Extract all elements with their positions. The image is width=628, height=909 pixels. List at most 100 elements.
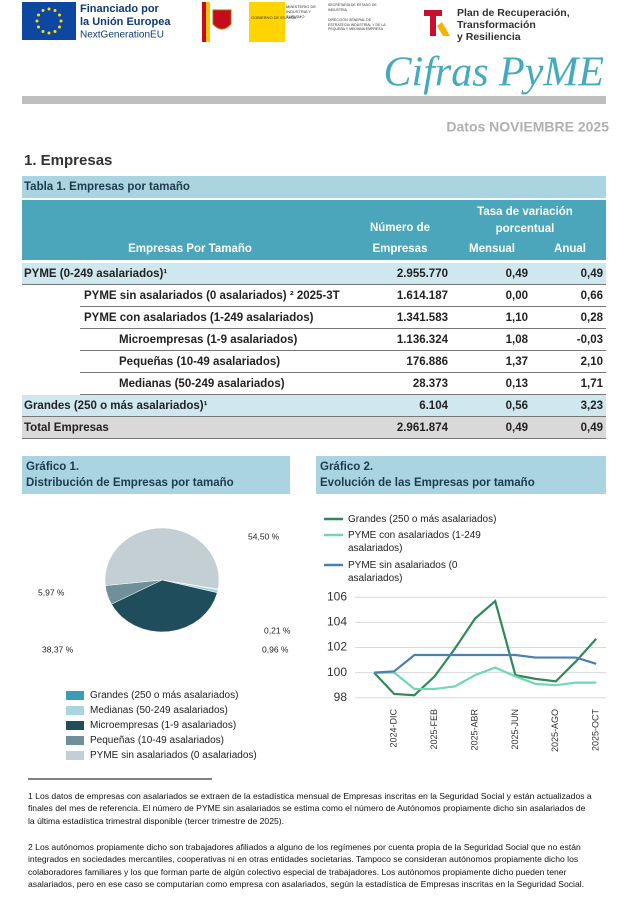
cell-monthly: 0,49 xyxy=(505,422,528,434)
plan-text: y Resiliencia xyxy=(457,31,521,43)
cell-number: 28.373 xyxy=(412,378,448,390)
series-line xyxy=(374,666,597,691)
plan-text: Transformación xyxy=(457,19,536,31)
y-tick-label: 104 xyxy=(327,615,347,629)
row-label: Microempresas (1-9 asalariados) xyxy=(119,334,298,346)
legend-label: Pequeñas (10-49 asalariados) xyxy=(90,735,224,746)
cell-monthly: 1,37 xyxy=(505,356,528,368)
pie-value-label: 54,50 % xyxy=(248,531,280,541)
cell-monthly: 1,10 xyxy=(505,312,528,324)
pie-slice xyxy=(104,527,220,590)
row-rule xyxy=(80,394,606,395)
legend-swatch xyxy=(66,691,84,700)
eu-text: NextGenerationEU xyxy=(80,30,164,41)
pie-slice xyxy=(111,579,218,633)
doc-date: Datos NOVIEMBRE 2025 xyxy=(446,119,609,135)
row-label: Grandes (250 o más asalariados)¹ xyxy=(24,400,208,412)
chart-label: Gráfico 2. xyxy=(320,461,374,473)
legend-label: Medianas (50-249 asalariados) xyxy=(90,705,228,716)
section-title: 1. Empresas xyxy=(24,152,112,169)
table-title: Tabla 1. Empresas por tamaño xyxy=(22,176,606,198)
gov-stripe xyxy=(206,2,210,42)
gov-secretary-wrap: SECRETARÍA DE ESTADO DE INDUSTRIA DIRECC… xyxy=(328,3,386,31)
chart-title: Evolución de las Empresas por tamaño xyxy=(320,477,535,489)
footnote: 1 Los datos de empresas con asalariados … xyxy=(28,791,592,826)
row-rule xyxy=(22,416,606,417)
gov-ministry-wrap: MINISTERIO DE INDUSTRIA Y TURISMO xyxy=(286,4,316,19)
chart-label: Gráfico 1. xyxy=(26,461,80,473)
x-tick-label: 2025-FEB xyxy=(429,709,439,750)
column-header: Empresas Por Tamaño xyxy=(128,243,252,255)
cell-annual: 1,71 xyxy=(580,378,603,390)
gov-directorate: DIRECCIÓN GENERAL DE ESTRATEGIA INDUSTRI… xyxy=(328,18,386,31)
cell-monthly: 1,08 xyxy=(505,334,528,346)
row-rule xyxy=(22,284,606,285)
pie-chart: 0,21 % 0,96 % 38,37 % 5,97 % 54,50 % xyxy=(38,527,291,654)
legend-swatch xyxy=(66,736,84,745)
plan-logo xyxy=(437,22,450,36)
legend-label: PYME sin asalariados (0 asalariados) xyxy=(90,750,257,761)
cell-monthly: 0,49 xyxy=(505,268,528,280)
cell-number: 1.614.187 xyxy=(396,290,448,302)
column-header: Mensual xyxy=(468,243,515,255)
eu-text: la Unión Europea xyxy=(80,16,171,28)
cell-annual: 0,28 xyxy=(580,312,603,324)
series-line xyxy=(373,653,597,674)
cell-monthly: 0,13 xyxy=(505,378,528,390)
row-label: PYME con asalariados (1-249 asalariados) xyxy=(84,312,314,324)
gov-box xyxy=(249,2,285,42)
row-label: Total Empresas xyxy=(24,422,109,434)
cell-monthly: 0,56 xyxy=(505,400,528,412)
gov-secretary: SECRETARÍA DE ESTADO DE INDUSTRIA xyxy=(328,3,377,12)
column-header: Anual xyxy=(554,243,586,255)
y-tick-label: 98 xyxy=(334,690,348,704)
cell-number: 1.341.583 xyxy=(396,312,448,324)
plan-text: Plan de Recuperación, xyxy=(457,7,570,19)
cell-monthly: 0,00 xyxy=(505,290,528,302)
cell-annual: 0,49 xyxy=(580,268,603,280)
x-tick-label: 2025-AGO xyxy=(550,709,560,752)
row-background xyxy=(22,263,606,285)
cell-number: 2.961.874 xyxy=(396,422,448,434)
cell-number: 176.886 xyxy=(406,356,448,368)
pie-value-label: 0,21 % xyxy=(264,625,291,635)
title-band xyxy=(22,96,606,104)
legend-label: PYME con asalariados (1-249 asalariados) xyxy=(348,530,481,554)
x-tick-label: 2025-JUN xyxy=(510,709,520,750)
legend-swatch xyxy=(66,706,84,715)
legend-label: PYME sin asalariados (0 asalariados) xyxy=(348,560,458,584)
y-tick-label: 106 xyxy=(327,589,347,603)
row-label: Pequeñas (10-49 asalariados) xyxy=(119,356,281,368)
chart-header: Gráfico 1. Distribución de Empresas por … xyxy=(22,456,290,494)
doc-title: Cifras PyME xyxy=(384,50,604,96)
row-label: PYME (0-249 asalariados)¹ xyxy=(24,268,168,280)
cell-number: 6.104 xyxy=(419,400,448,412)
plan-logo xyxy=(424,10,442,36)
row-background xyxy=(22,395,606,417)
row-rule xyxy=(22,438,606,439)
legend-label: Grandes (250 o más asalariados) xyxy=(90,690,239,701)
eu-text: Financiado por xyxy=(80,3,160,15)
line-chart: 98 100 102 104 106 2024-DIC 2025-FEB 2025-ABR 20… xyxy=(324,517,606,752)
eu-stars xyxy=(35,7,63,35)
legend-swatch xyxy=(66,721,84,730)
legend-swatch xyxy=(66,751,84,760)
chart-header: Gráfico 2. Evolución de las Empresas por… xyxy=(316,456,606,494)
chart-title: Distribución de Empresas por tamaño xyxy=(26,477,234,489)
gov-sub-box xyxy=(326,2,386,42)
column-header: Número de Empresas xyxy=(369,222,431,255)
pie-value-label: 0,96 % xyxy=(262,644,289,654)
row-rule xyxy=(80,350,606,351)
cell-annual: -0,03 xyxy=(576,334,603,346)
cell-annual: 0,49 xyxy=(580,422,603,434)
row-rule xyxy=(80,372,606,373)
footnote: 2 Los autónomos propiamente dicho son tr… xyxy=(28,842,585,890)
x-tick-label: 2025-OCT xyxy=(591,709,601,752)
x-tick-label: 2024-DIC xyxy=(389,709,399,748)
legend-label: Microempresas (1-9 asalariados) xyxy=(90,720,237,731)
table-header xyxy=(22,200,606,260)
row-background xyxy=(22,417,606,439)
row-rule xyxy=(80,306,606,307)
